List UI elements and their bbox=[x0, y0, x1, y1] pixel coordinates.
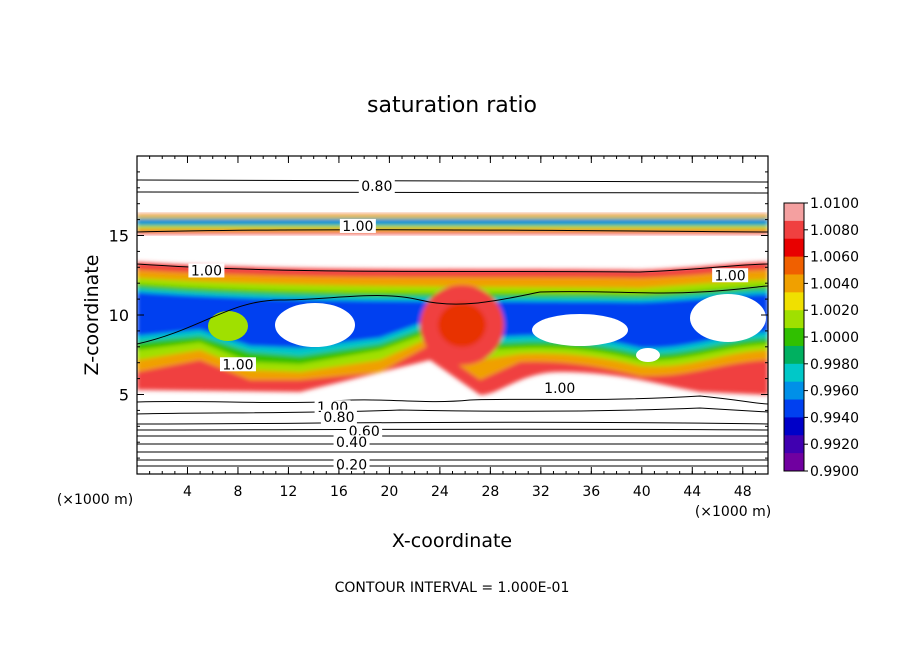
colorbar-label: 1.0060 bbox=[810, 250, 859, 266]
colorbar-swatch bbox=[784, 363, 804, 383]
colorbar-swatch bbox=[784, 328, 804, 347]
x-tick-label: 40 bbox=[633, 484, 651, 500]
colorbar-label: 0.9920 bbox=[810, 437, 859, 453]
colorbar-label: 1.0080 bbox=[810, 223, 859, 239]
colorbar-swatch bbox=[784, 292, 804, 311]
x-tick-label: 12 bbox=[280, 484, 298, 500]
colorbar-swatch bbox=[784, 274, 804, 293]
y-tick-label: 15 bbox=[109, 227, 129, 246]
y-tick-label: 10 bbox=[109, 306, 129, 325]
lower-contours bbox=[137, 179, 768, 467]
colorbar-swatch bbox=[784, 220, 804, 240]
contour-label: 1.00 bbox=[715, 268, 746, 284]
x-tick-label: 28 bbox=[481, 484, 499, 500]
contour-label: 0.20 bbox=[336, 457, 367, 473]
colorbar-swatch bbox=[784, 256, 804, 275]
colorbar-swatch bbox=[784, 203, 804, 222]
colorbar-swatch bbox=[784, 310, 804, 329]
x-tick-label: 44 bbox=[683, 484, 701, 500]
colorbar-label: 1.0000 bbox=[810, 330, 859, 346]
colorbar-swatch bbox=[784, 417, 804, 436]
colorbar-label: 0.9900 bbox=[810, 464, 859, 480]
x-tick-label: 32 bbox=[532, 484, 550, 500]
contour-label-bg bbox=[712, 268, 749, 283]
colorbar-swatch bbox=[784, 453, 804, 472]
x-tick-label: 48 bbox=[734, 484, 752, 500]
colorbar-label: 1.0020 bbox=[810, 303, 859, 319]
colorbar-label: 0.9980 bbox=[810, 357, 859, 373]
pocket-3 bbox=[690, 294, 766, 342]
y-axis-label: Z-coordinate bbox=[81, 255, 103, 376]
chart-title: saturation ratio bbox=[367, 93, 537, 118]
contour-label-bg bbox=[219, 357, 256, 372]
pocket-4 bbox=[208, 311, 248, 341]
x-tick-label: 16 bbox=[330, 484, 348, 500]
colorbar-label: 1.0040 bbox=[810, 276, 859, 292]
x-tick-label: 8 bbox=[233, 484, 242, 500]
contour-label: 0.80 bbox=[361, 179, 392, 195]
x-axis: 4 8 12 16 20 24 28 32 36 40 44 48 bbox=[136, 156, 769, 500]
x-unit-right: (×1000 m) bbox=[695, 504, 771, 520]
contour-label: 1.00 bbox=[342, 219, 373, 235]
colorbar: 1.0100 1.0080 1.0060 1.0040 1.0020 1.0000 0.99… bbox=[783, 196, 859, 480]
x-unit-left: (×1000 m) bbox=[57, 492, 133, 508]
colorbar-swatch bbox=[784, 381, 804, 401]
colorbar-label: 1.0100 bbox=[810, 196, 859, 212]
contour-label-bg bbox=[333, 435, 370, 450]
y-axis: 5 10 15 bbox=[109, 155, 768, 475]
x-tick-label: 4 bbox=[183, 484, 192, 500]
colorbar-swatch bbox=[784, 399, 804, 418]
contour-label-bg bbox=[339, 218, 376, 233]
pocket-2 bbox=[532, 314, 628, 346]
contour-label-bg bbox=[333, 457, 370, 472]
contour-label-bg bbox=[358, 179, 395, 194]
x-tick-label: 20 bbox=[380, 484, 398, 500]
x-tick-label: 24 bbox=[431, 484, 449, 500]
contour-label: 1.00 bbox=[544, 381, 575, 397]
colorbar-swatch bbox=[784, 435, 804, 454]
y-tick-label: 5 bbox=[119, 386, 129, 405]
heatmap-field: 0.801.001.00 1.001.001.001.000.800.600.40… bbox=[137, 156, 768, 474]
contour-label: 1.00 bbox=[222, 357, 253, 373]
colorbar-label: 0.9960 bbox=[810, 384, 859, 400]
pocket-5 bbox=[636, 348, 660, 362]
contour-label: 1.00 bbox=[191, 263, 222, 279]
x-tick-label: 36 bbox=[582, 484, 600, 500]
pocket-1 bbox=[275, 303, 355, 347]
contour-label: 0.80 bbox=[323, 410, 354, 426]
contour-labels: 0.801.001.00 1.001.001.001.000.800.600.40… bbox=[188, 179, 749, 473]
upper-band bbox=[137, 214, 768, 234]
contour-label-bg bbox=[188, 263, 225, 278]
contour-label-bg bbox=[346, 424, 383, 439]
contour-label-bg bbox=[320, 409, 357, 424]
contour-interval-text: CONTOUR INTERVAL = 1.000E-01 bbox=[335, 580, 570, 596]
mid-layer bbox=[137, 262, 768, 395]
contour-label-bg bbox=[541, 381, 578, 396]
colorbar-swatch bbox=[784, 238, 804, 258]
contour-label: 0.40 bbox=[336, 435, 367, 451]
colorbar-swatch bbox=[784, 345, 804, 365]
x-axis-label: X-coordinate bbox=[392, 530, 512, 552]
colorbar-label: 0.9940 bbox=[810, 410, 859, 426]
